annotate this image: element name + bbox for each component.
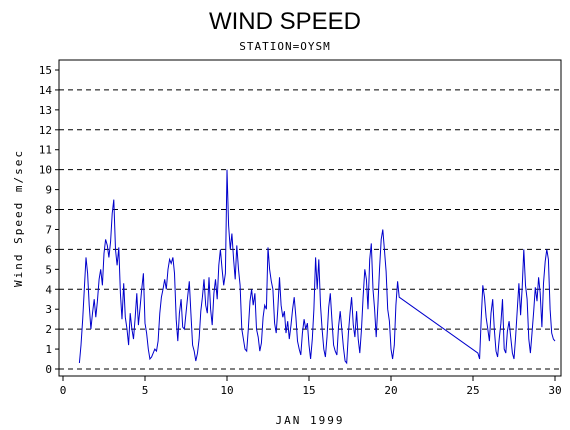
- y-tick-label: 15: [39, 64, 52, 77]
- y-tick-label: 14: [39, 84, 53, 97]
- y-tick-label: 6: [45, 243, 52, 256]
- wind-speed-line: [78, 169, 556, 365]
- x-tick-label: 5: [142, 384, 149, 397]
- y-tick-label: 5: [45, 263, 52, 276]
- x-axis-label: JAN 1999: [276, 414, 345, 427]
- y-tick-label: 9: [45, 184, 52, 197]
- reference-lines: [59, 89, 561, 370]
- y-tick-label: 8: [45, 204, 52, 217]
- y-tick-label: 11: [39, 144, 52, 157]
- y-tick-label: 13: [39, 104, 52, 117]
- x-tick-label: 15: [302, 384, 315, 397]
- chart-subtitle: STATION=OYSM: [239, 40, 330, 53]
- y-tick-label: 7: [45, 223, 52, 236]
- y-tick-label: 1: [45, 343, 52, 356]
- chart-title: WIND SPEED: [209, 8, 361, 35]
- x-axis-ticks: 0 5 10 15 20 25 30: [60, 376, 562, 397]
- x-tick-label: 30: [548, 384, 561, 397]
- y-tick-label: 3: [45, 303, 52, 316]
- y-tick-label: 0: [45, 363, 52, 376]
- y-tick-label: 12: [39, 124, 52, 137]
- y-axis-label: Wind Speed m/sec: [12, 149, 25, 287]
- y-tick-label: 4: [45, 283, 52, 296]
- x-tick-label: 0: [60, 384, 67, 397]
- x-tick-label: 25: [466, 384, 479, 397]
- x-tick-label: 10: [220, 384, 233, 397]
- y-tick-label: 10: [39, 164, 52, 177]
- y-tick-label: 2: [45, 323, 52, 336]
- plot-frame: [58, 59, 562, 377]
- x-tick-label: 20: [384, 384, 397, 397]
